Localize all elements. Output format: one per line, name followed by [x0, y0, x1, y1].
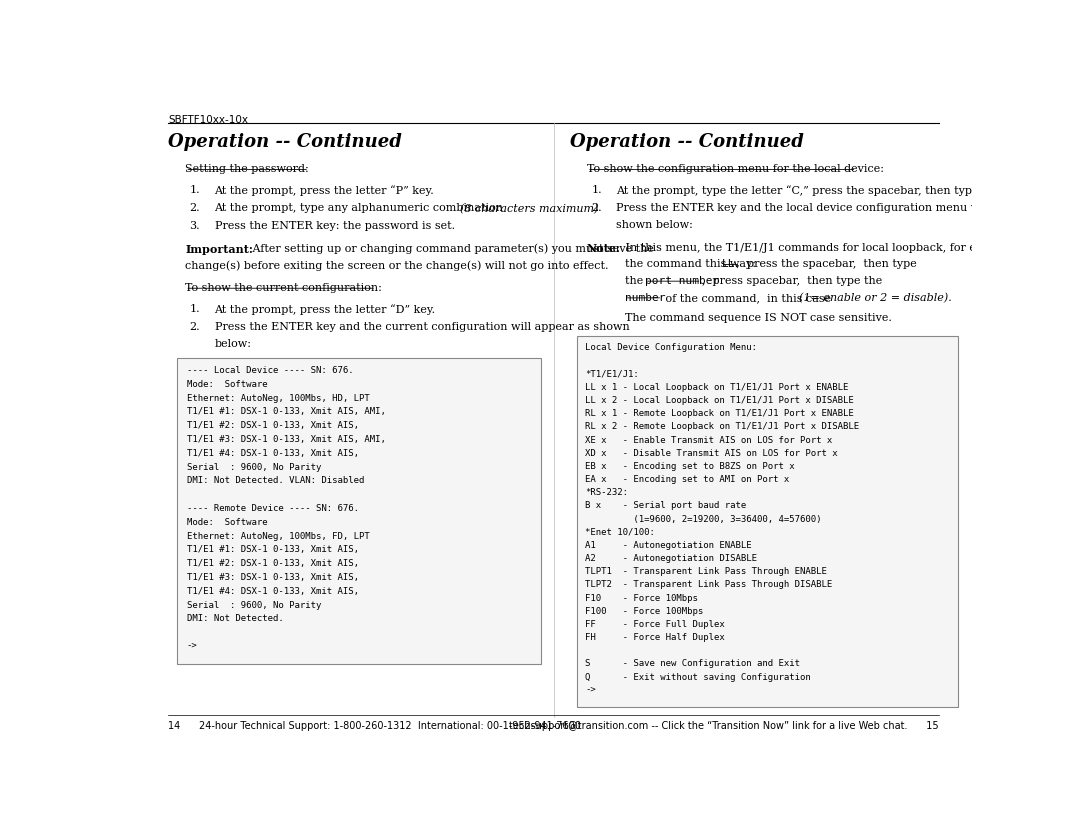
Text: At the prompt, press the letter “D” key.: At the prompt, press the letter “D” key. — [215, 304, 435, 315]
Text: T1/E1 #3: DSX-1 0-133, Xmit AIS, AMI,: T1/E1 #3: DSX-1 0-133, Xmit AIS, AMI, — [187, 435, 386, 444]
Text: SBFTF10xx-10x: SBFTF10xx-10x — [168, 115, 248, 125]
Text: XE x   - Enable Transmit AIS on LOS for Port x: XE x - Enable Transmit AIS on LOS for Po… — [585, 435, 833, 445]
Text: ->: -> — [187, 642, 198, 651]
Text: FH     - Force Half Duplex: FH - Force Half Duplex — [585, 633, 725, 642]
Text: F100   - Force 100Mbps: F100 - Force 100Mbps — [585, 607, 703, 615]
Text: T1/E1 #4: DSX-1 0-133, Xmit AIS,: T1/E1 #4: DSX-1 0-133, Xmit AIS, — [187, 449, 359, 458]
Text: Operation -- Continued: Operation -- Continued — [168, 133, 403, 152]
Text: LL,: LL, — [721, 259, 742, 269]
Text: B x    - Serial port baud rate: B x - Serial port baud rate — [585, 501, 746, 510]
FancyBboxPatch shape — [577, 336, 958, 706]
Text: 2.: 2. — [189, 322, 200, 332]
Text: A1     - Autonegotiation ENABLE: A1 - Autonegotiation ENABLE — [585, 541, 752, 550]
Text: EA x   - Encoding set to AMI on Port x: EA x - Encoding set to AMI on Port x — [585, 475, 789, 484]
Text: Press the ENTER key and the current configuration will appear as shown: Press the ENTER key and the current conf… — [215, 322, 630, 332]
Text: 3.: 3. — [189, 222, 200, 232]
Text: of the command,  in this case: of the command, in this case — [662, 293, 835, 303]
Text: T1/E1 #1: DSX-1 0-133, Xmit AIS,: T1/E1 #1: DSX-1 0-133, Xmit AIS, — [187, 545, 359, 555]
Text: S      - Save new Configuration and Exit: S - Save new Configuration and Exit — [585, 660, 800, 668]
Text: 2.: 2. — [189, 203, 200, 214]
Text: press the spacebar,  then type: press the spacebar, then type — [740, 259, 917, 269]
Text: DMI: Not Detected. VLAN: Disabled: DMI: Not Detected. VLAN: Disabled — [187, 476, 364, 485]
Text: Ethernet: AutoNeg, 100Mbs, FD, LPT: Ethernet: AutoNeg, 100Mbs, FD, LPT — [187, 531, 369, 540]
Text: EB x   - Encoding set to B8ZS on Port x: EB x - Encoding set to B8ZS on Port x — [585, 462, 795, 471]
Text: Mode:  Software: Mode: Software — [187, 518, 268, 527]
Text: At the prompt, press the letter “P” key.: At the prompt, press the letter “P” key. — [215, 185, 434, 196]
Text: Local Device Configuration Menu:: Local Device Configuration Menu: — [585, 344, 757, 353]
Text: The command sequence IS NOT case sensitive.: The command sequence IS NOT case sensiti… — [624, 314, 891, 324]
Text: 1.: 1. — [189, 304, 200, 314]
Text: Note:: Note: — [588, 243, 621, 254]
Text: Press the ENTER key: the password is set.: Press the ENTER key: the password is set… — [215, 222, 455, 232]
Text: TLPT1  - Transparent Link Pass Through ENABLE: TLPT1 - Transparent Link Pass Through EN… — [585, 567, 827, 576]
Text: 14      24-hour Technical Support: 1-800-260-1312  International: 00-1-952-941-7: 14 24-hour Technical Support: 1-800-260-… — [168, 721, 581, 731]
Text: techsupport@transition.com -- Click the “Transition Now” link for a live Web cha: techsupport@transition.com -- Click the … — [509, 721, 939, 731]
Text: 1.: 1. — [591, 185, 602, 195]
Text: Press the ENTER key and the local device configuration menu will appear as: Press the ENTER key and the local device… — [617, 203, 1050, 214]
Text: Important:: Important: — [186, 244, 253, 255]
Text: change(s) before exiting the screen or the change(s) will not go into effect.: change(s) before exiting the screen or t… — [186, 261, 609, 271]
Text: Operation -- Continued: Operation -- Continued — [570, 133, 805, 152]
Text: T1/E1 #3: DSX-1 0-133, Xmit AIS,: T1/E1 #3: DSX-1 0-133, Xmit AIS, — [187, 573, 359, 582]
Text: 1.: 1. — [189, 185, 200, 195]
Text: At the prompt, type the letter “C,” press the spacebar, then type the letter “L.: At the prompt, type the letter “C,” pres… — [617, 185, 1061, 196]
FancyBboxPatch shape — [177, 359, 541, 664]
Text: FF     - Force Full Duplex: FF - Force Full Duplex — [585, 620, 725, 629]
Text: shown below:: shown below: — [617, 220, 693, 230]
Text: DMI: Not Detected.: DMI: Not Detected. — [187, 615, 284, 624]
Text: ,  press spacebar,  then type the: , press spacebar, then type the — [702, 276, 882, 286]
Text: T1/E1 #1: DSX-1 0-133, Xmit AIS, AMI,: T1/E1 #1: DSX-1 0-133, Xmit AIS, AMI, — [187, 407, 386, 416]
Text: Mode:  Software: Mode: Software — [187, 379, 268, 389]
Text: To show the configuration menu for the local device:: To show the configuration menu for the l… — [588, 164, 883, 174]
Text: port number: port number — [645, 276, 719, 286]
Text: 2.: 2. — [591, 203, 602, 214]
Text: Setting the password:: Setting the password: — [186, 164, 309, 174]
Text: Serial  : 9600, No Parity: Serial : 9600, No Parity — [187, 600, 321, 610]
Text: A2     - Autonegotiation DISABLE: A2 - Autonegotiation DISABLE — [585, 554, 757, 563]
Text: the command this way:: the command this way: — [624, 259, 759, 269]
Text: LL x 2 - Local Loopback on T1/E1/J1 Port x DISABLE: LL x 2 - Local Loopback on T1/E1/J1 Port… — [585, 396, 854, 405]
Text: XD x   - Disable Transmit AIS on LOS for Port x: XD x - Disable Transmit AIS on LOS for P… — [585, 449, 838, 458]
Text: *Enet 10/100:: *Enet 10/100: — [585, 528, 656, 537]
Text: TLPT2  - Transparent Link Pass Through DISABLE: TLPT2 - Transparent Link Pass Through DI… — [585, 580, 833, 590]
Text: (1=9600, 2=19200, 3=36400, 4=57600): (1=9600, 2=19200, 3=36400, 4=57600) — [585, 515, 822, 524]
Text: Serial  : 9600, No Parity: Serial : 9600, No Parity — [187, 463, 321, 471]
Text: At the prompt, type any alphanumeric combination: At the prompt, type any alphanumeric com… — [215, 203, 507, 214]
Text: Q      - Exit without saving Configuration: Q - Exit without saving Configuration — [585, 672, 811, 681]
Text: the: the — [624, 276, 647, 286]
Text: ---- Local Device ---- SN: 676.: ---- Local Device ---- SN: 676. — [187, 366, 353, 375]
Text: T1/E1 #2: DSX-1 0-133, Xmit AIS,: T1/E1 #2: DSX-1 0-133, Xmit AIS, — [187, 421, 359, 430]
Text: After setting up or changing command parameter(s) you must save the: After setting up or changing command par… — [248, 244, 653, 254]
Text: ---- Remote Device ---- SN: 676.: ---- Remote Device ---- SN: 676. — [187, 504, 359, 513]
Text: (8 characters maximum): (8 characters maximum) — [460, 203, 598, 214]
Text: RL x 2 - Remote Loopback on T1/E1/J1 Port x DISABLE: RL x 2 - Remote Loopback on T1/E1/J1 Por… — [585, 423, 860, 431]
Text: LL x 1 - Local Loopback on T1/E1/J1 Port x ENABLE: LL x 1 - Local Loopback on T1/E1/J1 Port… — [585, 383, 849, 392]
Text: In this menu, the T1/E1/J1 commands for local loopback, for example,  type: In this menu, the T1/E1/J1 commands for … — [622, 243, 1052, 253]
Text: To show the current configuration:: To show the current configuration: — [186, 283, 382, 293]
Text: below:: below: — [215, 339, 252, 349]
Text: T1/E1 #2: DSX-1 0-133, Xmit AIS,: T1/E1 #2: DSX-1 0-133, Xmit AIS, — [187, 560, 359, 568]
Text: number: number — [624, 293, 665, 303]
Text: *T1/E1/J1:: *T1/E1/J1: — [585, 369, 639, 379]
Text: (1= enable or 2 = disable).: (1= enable or 2 = disable). — [799, 293, 951, 303]
Text: T1/E1 #4: DSX-1 0-133, Xmit AIS,: T1/E1 #4: DSX-1 0-133, Xmit AIS, — [187, 587, 359, 595]
Text: *RS-232:: *RS-232: — [585, 488, 629, 497]
Text: F10    - Force 10Mbps: F10 - Force 10Mbps — [585, 594, 698, 603]
Text: Ethernet: AutoNeg, 100Mbs, HD, LPT: Ethernet: AutoNeg, 100Mbs, HD, LPT — [187, 394, 369, 403]
Text: ->: -> — [585, 686, 596, 695]
Text: RL x 1 - Remote Loopback on T1/E1/J1 Port x ENABLE: RL x 1 - Remote Loopback on T1/E1/J1 Por… — [585, 409, 854, 419]
